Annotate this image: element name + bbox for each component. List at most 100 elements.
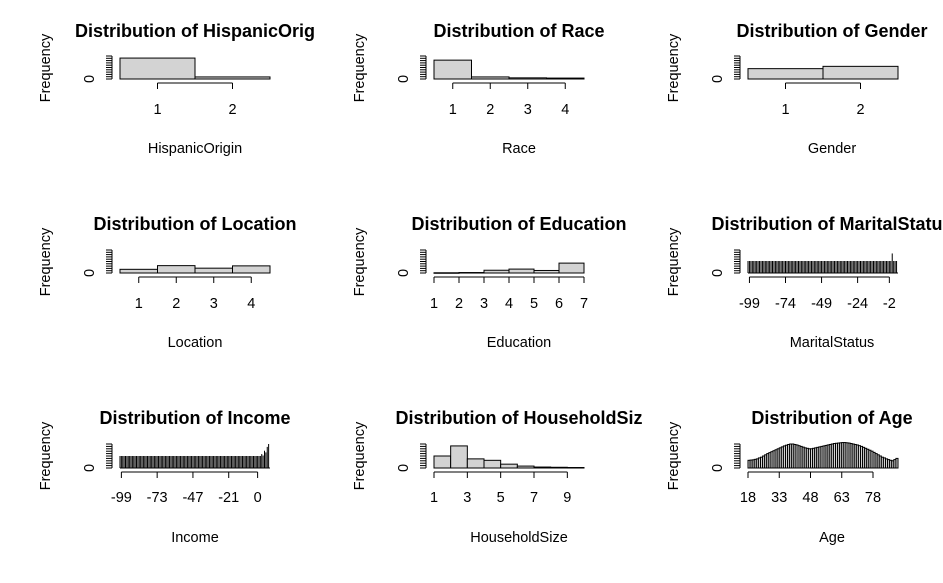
y-tick-label: 0 [710, 75, 726, 83]
panel-title: Distribution of HouseholdSiz [396, 408, 643, 428]
histogram-bar [895, 457, 899, 469]
y-axis-label: Frequency [666, 227, 682, 296]
x-tick-label: -99 [111, 490, 132, 506]
y-axis-label: Frequency [38, 227, 54, 296]
y-axis-label: Frequency [666, 33, 682, 102]
x-tick-label: 3 [463, 490, 471, 506]
x-tick-label: 0 [254, 490, 262, 506]
x-tick-label: 6 [555, 296, 563, 312]
x-tick-label: 7 [580, 296, 588, 312]
x-tick-label: 48 [802, 490, 818, 506]
histogram-panel: 0 Frequency -99 -73 -47 -21 0 Income Distributio… [38, 408, 291, 546]
histogram-bar [433, 455, 452, 469]
x-tick-label: -47 [182, 490, 203, 506]
histogram-bar [558, 262, 585, 274]
x-axis-label: Age [819, 530, 845, 546]
histogram-panel: 0 Frequency 1 3 5 7 9 HouseholdSize Distribution… [352, 408, 642, 546]
x-tick-label: 5 [530, 296, 538, 312]
histogram-bar [157, 265, 196, 274]
y-axis-label: Frequency [352, 227, 368, 296]
x-tick-label: -73 [147, 490, 168, 506]
x-tick-label: 3 [210, 296, 218, 312]
histogram-bar [232, 265, 271, 274]
histogram-panel: 0 Frequency 1 2 3 4 5 6 7 Education Distribution o… [352, 214, 626, 351]
histogram-bar [500, 463, 518, 469]
x-tick-label: 2 [486, 102, 494, 118]
panel-title: Distribution of Age [751, 408, 912, 428]
histogram-bar [822, 65, 899, 80]
x-tick-label: -74 [775, 296, 796, 312]
x-axis-label: MaritalStatus [790, 335, 875, 351]
y-tick-label: 0 [82, 269, 98, 277]
panel-title: Distribution of Location [94, 214, 297, 234]
x-tick-label: 4 [505, 296, 513, 312]
y-tick-label: 0 [396, 464, 412, 472]
x-tick-label: 4 [561, 102, 569, 118]
panel-title: Distribution of MaritalStatus [711, 214, 943, 234]
histogram-panel: 0 Frequency -99 -74 -49 -24 -2 MaritalStatus Dis… [666, 214, 943, 351]
x-tick-label: 2 [172, 296, 180, 312]
x-tick-label: 3 [524, 102, 532, 118]
x-tick-label: -21 [218, 490, 239, 506]
histogram-bar [433, 59, 472, 80]
x-tick-label: 1 [781, 102, 789, 118]
x-tick-label: 2 [228, 102, 236, 118]
histogram-panel: 0 Frequency 1 2 3 4 Race Distribution of Race [352, 21, 605, 157]
histogram-bar [508, 268, 535, 274]
x-axis-label: Race [502, 141, 536, 157]
y-tick-label: 0 [82, 75, 98, 83]
panel-title: Distribution of Education [412, 214, 627, 234]
x-tick-label: -99 [739, 296, 760, 312]
histogram-bar [119, 268, 158, 274]
y-tick-label: 0 [710, 269, 726, 277]
x-axis-label: Education [487, 335, 552, 351]
x-tick-label: 9 [563, 490, 571, 506]
x-axis-label: Gender [808, 141, 857, 157]
x-tick-label: 2 [455, 296, 463, 312]
histogram-bar [119, 57, 196, 80]
x-tick-label: 18 [740, 490, 756, 506]
x-tick-label: -2 [883, 296, 896, 312]
y-axis-label: Frequency [38, 33, 54, 102]
x-tick-label: 5 [497, 490, 505, 506]
histogram-bar [747, 68, 824, 80]
panel-title: Distribution of HispanicOrig [75, 21, 315, 41]
panel-title: Distribution of Race [433, 21, 604, 41]
y-axis-label: Frequency [352, 33, 368, 102]
x-axis-label: HispanicOrigin [148, 141, 242, 157]
x-tick-label: 78 [865, 490, 881, 506]
x-tick-label: 1 [449, 102, 457, 118]
histogram-bar [483, 459, 502, 469]
x-tick-label: 3 [480, 296, 488, 312]
histogram-panel: 0 Frequency 1 2 HispanicOrigin Distribution o… [38, 21, 315, 157]
histogram-panel: 0 Frequency 1 2 Gender Distribution of Gender [666, 21, 928, 157]
y-axis-label: Frequency [38, 421, 54, 490]
panel-title: Distribution of Gender [737, 21, 928, 41]
histogram-bar [194, 267, 233, 274]
y-axis-label: Frequency [666, 421, 682, 490]
y-tick-label: 0 [710, 464, 726, 472]
histogram-panel: 0 Frequency 18 33 48 63 78 Age Distribution of A… [666, 408, 913, 546]
x-tick-label: -24 [847, 296, 868, 312]
y-tick-label: 0 [396, 269, 412, 277]
panel-title: Distribution of Income [100, 408, 291, 428]
x-tick-label: -49 [811, 296, 832, 312]
x-tick-label: 1 [430, 490, 438, 506]
x-tick-label: 7 [530, 490, 538, 506]
histogram-panel: 0 Frequency 1 2 3 4 Location Distribution of Lo… [38, 214, 296, 351]
x-tick-label: 33 [771, 490, 787, 506]
x-axis-label: Income [171, 530, 219, 546]
y-axis-label: Frequency [352, 421, 368, 490]
y-tick-label: 0 [396, 75, 412, 83]
y-tick-label: 0 [82, 464, 98, 472]
histogram-bar [466, 458, 485, 469]
x-tick-label: 1 [430, 296, 438, 312]
x-tick-label: 2 [856, 102, 864, 118]
x-axis-label: Location [168, 335, 223, 351]
x-tick-label: 1 [135, 296, 143, 312]
x-axis-label: HouseholdSize [470, 530, 568, 546]
x-tick-label: 63 [834, 490, 850, 506]
x-tick-label: 1 [153, 102, 161, 118]
x-tick-label: 4 [247, 296, 255, 312]
